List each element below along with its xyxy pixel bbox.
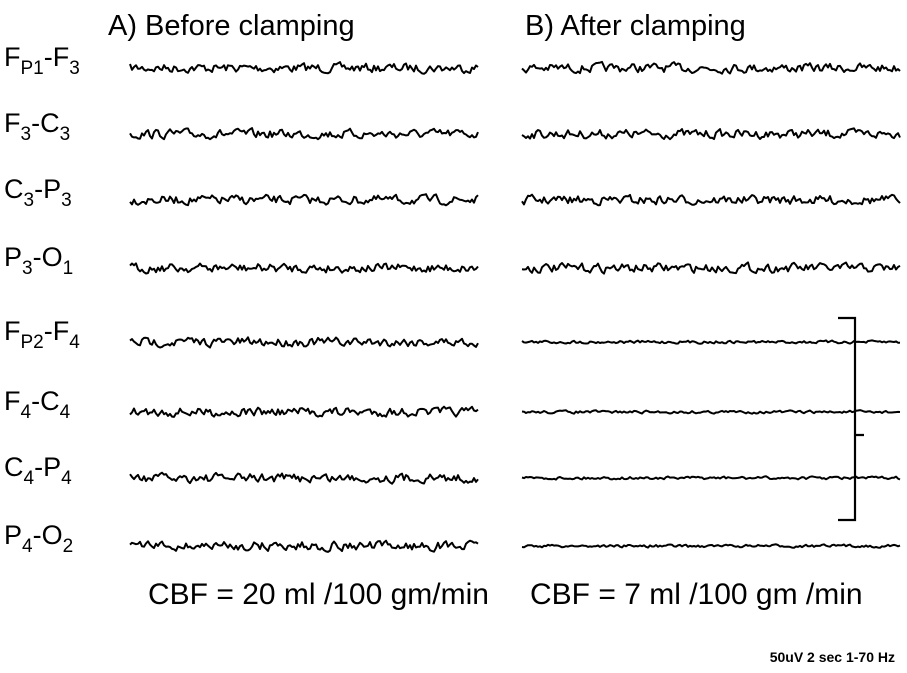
bracket bbox=[838, 316, 864, 522]
eeg-trace bbox=[129, 471, 479, 485]
eeg-trace bbox=[521, 475, 901, 481]
label-text: P bbox=[4, 242, 22, 272]
cbf-label: CBF = 20 ml /100 gm/min bbox=[148, 578, 489, 611]
panel-title: B) After clamping bbox=[525, 10, 746, 42]
cbf-label: CBF = 7 ml /100 gm /min bbox=[530, 578, 863, 611]
channel-label: F4-C4 bbox=[4, 386, 71, 423]
label-subscript: 1 bbox=[63, 258, 74, 279]
eeg-trace bbox=[129, 193, 479, 207]
eeg-trace bbox=[521, 543, 901, 549]
label-text: -O bbox=[33, 520, 63, 550]
label-subscript: 4 bbox=[22, 536, 33, 557]
label-subscript: 4 bbox=[24, 468, 35, 489]
label-text: -F bbox=[44, 316, 69, 346]
label-text: -C bbox=[31, 386, 60, 416]
label-subscript: 3 bbox=[22, 258, 33, 279]
label-subscript: 3 bbox=[69, 58, 80, 79]
eeg-trace bbox=[521, 339, 901, 345]
label-subscript: P1 bbox=[21, 58, 44, 79]
label-text: C bbox=[4, 452, 24, 482]
channel-labels: FP1-F3F3-C3C3-P3P3-O1FP2-F4F4-C4C4-P4P4-… bbox=[4, 42, 80, 557]
label-subscript: P2 bbox=[21, 332, 44, 353]
eeg-trace bbox=[129, 262, 479, 275]
eeg-trace bbox=[521, 261, 901, 275]
eeg-trace bbox=[129, 336, 479, 349]
label-text: -O bbox=[33, 242, 63, 272]
label-subscript: 3 bbox=[24, 190, 35, 211]
label-subscript: 3 bbox=[60, 124, 71, 145]
label-text: C bbox=[4, 174, 24, 204]
channel-label: C4-P4 bbox=[4, 452, 72, 489]
label-subscript: 3 bbox=[21, 124, 32, 145]
label-subscript: 3 bbox=[61, 190, 72, 211]
channel-label: FP2-F4 bbox=[4, 316, 80, 353]
label-text: -C bbox=[31, 108, 60, 138]
eeg-trace bbox=[521, 409, 901, 415]
recording-settings: 50uV 2 sec 1-70 Hz bbox=[770, 649, 895, 665]
channel-label: P3-O1 bbox=[4, 242, 73, 279]
channel-label: C3-P3 bbox=[4, 174, 72, 211]
label-subscript: 4 bbox=[21, 402, 32, 423]
eeg-trace bbox=[521, 127, 901, 141]
eeg-trace bbox=[129, 405, 479, 418]
label-text: F bbox=[4, 42, 21, 72]
channel-label: P4-O2 bbox=[4, 520, 73, 557]
label-text: P bbox=[4, 520, 22, 550]
panel-title: A) Before clamping bbox=[108, 10, 355, 42]
eeg-trace bbox=[521, 193, 901, 207]
eeg-trace bbox=[129, 539, 479, 553]
label-text: F bbox=[4, 386, 21, 416]
label-subscript: 2 bbox=[63, 536, 74, 557]
label-subscript: 4 bbox=[60, 402, 71, 423]
label-text: -F bbox=[44, 42, 69, 72]
eeg-trace bbox=[129, 127, 479, 141]
label-subscript: 4 bbox=[61, 468, 72, 489]
eeg-trace bbox=[129, 61, 479, 75]
channel-label: FP1-F3 bbox=[4, 42, 80, 79]
traces bbox=[129, 60, 901, 553]
channel-label: F3-C3 bbox=[4, 108, 70, 145]
label-text: -P bbox=[34, 452, 61, 482]
label-text: F bbox=[4, 316, 21, 346]
label-subscript: 4 bbox=[69, 332, 80, 353]
eeg-trace bbox=[521, 60, 901, 75]
label-text: -P bbox=[34, 174, 61, 204]
label-text: F bbox=[4, 108, 21, 138]
